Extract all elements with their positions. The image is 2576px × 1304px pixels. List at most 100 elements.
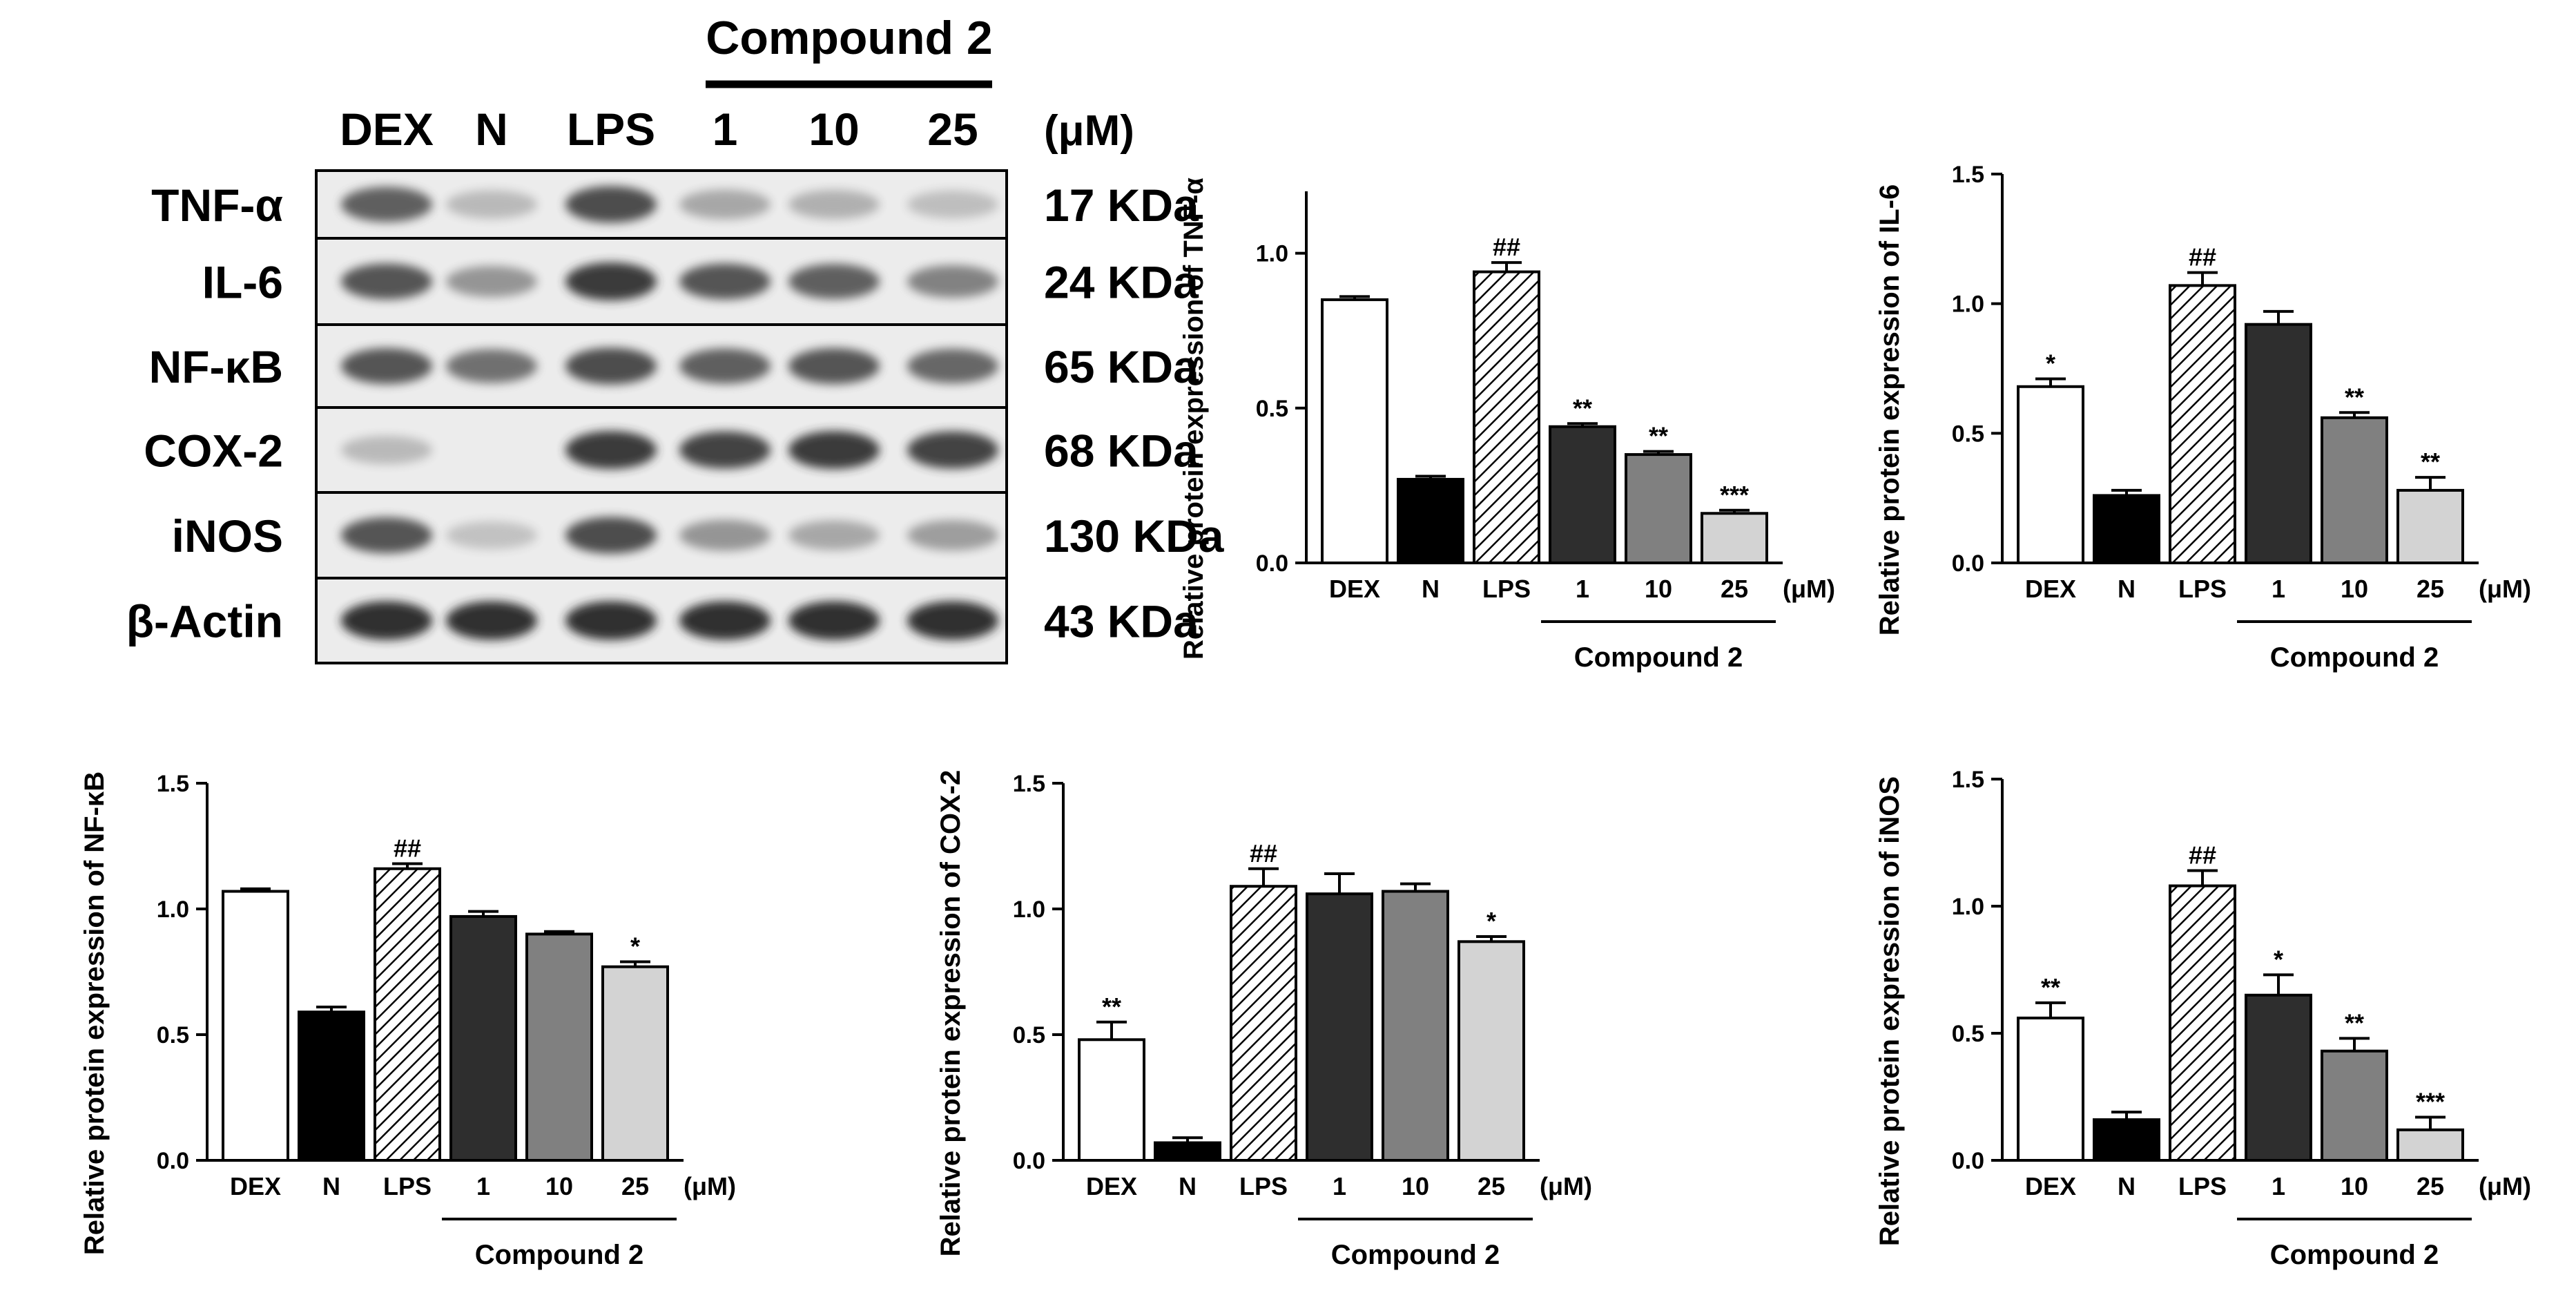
group-label: Compound 2 (1331, 1240, 1500, 1270)
blot-band (446, 521, 537, 549)
x-tick-label: DEX (230, 1172, 281, 1200)
x-tick-label: DEX (2025, 575, 2076, 603)
y-tick-label: 0.0 (1013, 1148, 1045, 1174)
blot-rows: TNF-α 17 KDa IL-6 24 KDa NF-κB 65 KDa COX-2 68 … (126, 169, 1225, 664)
significance-label: *** (1720, 481, 1749, 509)
blot-size-label: 17 KDa (1044, 180, 1199, 231)
blot-protein-label: IL-6 (202, 257, 283, 308)
x-tick-label: 10 (545, 1172, 573, 1200)
significance-label: ** (2345, 1008, 2364, 1037)
group-label: Compound 2 (2270, 642, 2439, 673)
y-axis-label: Relative protein expression of TNF-α (1179, 178, 1209, 660)
bar (2169, 884, 2236, 1162)
y-tick-label: 1.5 (1952, 162, 1984, 188)
bar (222, 890, 289, 1162)
x-tick-label: 1 (1333, 1172, 1346, 1200)
blot-unit-label: (μM) (1044, 107, 1134, 155)
group-label: Compound 2 (2270, 1240, 2439, 1270)
unit-label: (μM) (2479, 575, 2531, 603)
chart-panel: 0.0 0.5 1.0 Relative protein expression of … (1179, 178, 1835, 673)
y-tick-label: 1.0 (1952, 894, 1984, 920)
blot-band (907, 190, 998, 219)
y-tick-label: 1.0 (1256, 241, 1288, 267)
chart-panel: 0.0 0.5 1.0 1.5 Relative protein expression … (1875, 162, 2531, 673)
unit-label: (μM) (1783, 575, 1835, 603)
y-axis-label: Relative protein expression of IL-6 (1875, 184, 1905, 636)
x-tick-label: 10 (1402, 1172, 1429, 1200)
bar (2321, 416, 2388, 565)
blot-band (679, 189, 771, 220)
blot-band (446, 190, 537, 219)
x-tick-label: 10 (2341, 1172, 2368, 1200)
x-tick-label: 1 (1576, 575, 1589, 603)
bar (298, 1010, 365, 1162)
significance-label: ## (2189, 243, 2216, 271)
blot-protein-label: iNOS (172, 510, 283, 562)
y-tick-label: 1.5 (1952, 767, 1984, 793)
y-tick-label: 0.0 (157, 1148, 189, 1174)
group-label: Compound 2 (1574, 642, 1743, 673)
blot-band (788, 431, 880, 469)
bar (2245, 323, 2312, 564)
significance-label: * (630, 932, 640, 960)
x-tick-label: 1 (476, 1172, 490, 1200)
x-tick-label: LPS (2178, 575, 2227, 603)
x-tick-label: 25 (621, 1172, 649, 1200)
x-tick-label: DEX (1329, 575, 1380, 603)
blot-band (907, 349, 998, 383)
bar (1306, 892, 1373, 1162)
y-tick-label: 0.5 (1256, 396, 1288, 422)
blot-band (565, 517, 657, 554)
blot-band (788, 520, 880, 550)
bar (2321, 1049, 2388, 1162)
blot-band (341, 436, 432, 464)
y-tick-label: 0.0 (1952, 1148, 1984, 1174)
bar (2093, 1118, 2160, 1162)
blot-size-label: 24 KDa (1044, 257, 1199, 308)
y-axis-label: Relative protein expression of COX-2 (936, 770, 966, 1257)
x-tick-label: DEX (1086, 1172, 1137, 1200)
blot-band (788, 264, 880, 299)
blot-band (679, 348, 771, 384)
blot-band (788, 190, 880, 219)
blot-size-label: 130 KDa (1044, 510, 1225, 562)
significance-label: * (2046, 349, 2055, 378)
blot-band (907, 431, 998, 469)
bar (601, 965, 669, 1162)
significance-label: ## (394, 834, 421, 862)
bar (1625, 453, 1692, 564)
blot-lane-label: 1 (713, 104, 738, 155)
blot-group-label: Compound 2 (706, 12, 993, 64)
significance-label: ** (2345, 383, 2364, 411)
y-tick-label: 1.0 (157, 897, 189, 923)
y-tick-label: 0.5 (1952, 1021, 1984, 1047)
y-axis-label: Relative protein expression of NF-κB (79, 771, 110, 1255)
bar (374, 867, 441, 1162)
x-tick-label: LPS (2178, 1172, 2227, 1200)
y-tick-label: 1.5 (1013, 771, 1045, 797)
blot-lane-label: DEX (340, 104, 434, 155)
blot-band (907, 265, 998, 298)
y-tick-label: 0.5 (1013, 1022, 1045, 1048)
blot-band (679, 601, 771, 640)
blot-lane-label: LPS (567, 104, 655, 155)
bar (525, 932, 593, 1162)
x-tick-label: LPS (383, 1172, 432, 1200)
x-tick-label: 25 (1478, 1172, 1505, 1200)
significance-label: * (1486, 907, 1496, 935)
blot-protein-label: NF-κB (149, 341, 283, 392)
blot-band (565, 347, 657, 385)
blot-band (341, 601, 432, 640)
western-blot-panel: Compound 2 (μM) DEX N LPS 1 10 25 TNF-α 17 KDa… (126, 12, 1225, 664)
x-tick-label: DEX (2025, 1172, 2076, 1200)
blot-size-label: 68 KDa (1044, 425, 1199, 477)
blot-band (341, 517, 432, 553)
x-tick-label: 25 (1721, 575, 1748, 603)
blot-band (446, 349, 537, 383)
group-label: Compound 2 (475, 1240, 643, 1270)
blot-band (341, 263, 432, 300)
blot-band (565, 431, 657, 469)
blot-band (679, 431, 771, 469)
x-tick-label: N (322, 1172, 340, 1200)
